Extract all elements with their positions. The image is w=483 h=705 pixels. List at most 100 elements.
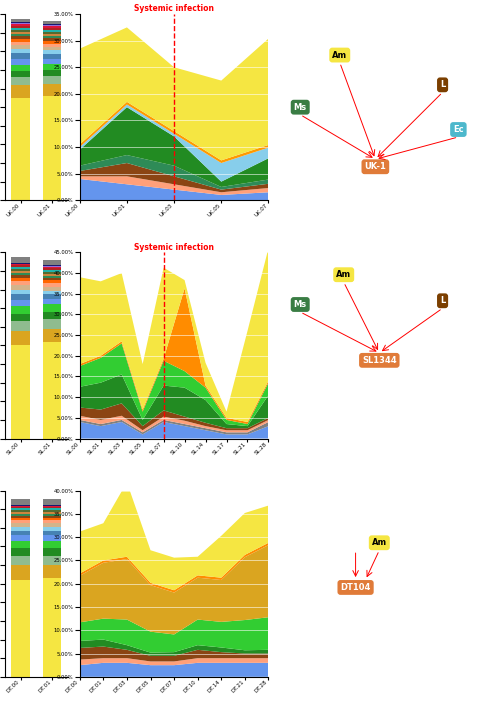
Text: Am: Am [336, 270, 351, 279]
Bar [11, 300, 30, 307]
Bar [11, 290, 30, 294]
Bar [43, 28, 61, 30]
Bar [43, 499, 61, 505]
Text: Ms: Ms [294, 103, 307, 111]
Bar [11, 49, 30, 53]
Bar [43, 268, 61, 270]
Bar [43, 329, 61, 342]
Bar [11, 505, 30, 506]
Bar [43, 531, 61, 535]
Text: SL1344: SL1344 [362, 356, 397, 365]
Text: Am: Am [372, 539, 387, 547]
Bar [11, 314, 30, 321]
Bar [43, 506, 61, 508]
Bar [11, 548, 30, 556]
Bar [43, 299, 61, 305]
Bar [11, 512, 30, 514]
Bar [43, 96, 61, 200]
Bar [11, 517, 30, 520]
Bar [11, 85, 30, 98]
Bar [43, 270, 61, 272]
Bar [11, 285, 30, 290]
Bar [43, 50, 61, 54]
Bar [11, 331, 30, 345]
Text: DT104: DT104 [341, 583, 371, 592]
Bar [43, 283, 61, 287]
Bar [11, 28, 30, 30]
Bar [43, 70, 61, 76]
Bar [43, 32, 61, 34]
Bar [43, 272, 61, 274]
Bar [43, 44, 61, 47]
Bar [11, 565, 30, 580]
Bar [11, 535, 30, 541]
Bar [11, 580, 30, 677]
Bar [11, 71, 30, 78]
Bar [43, 54, 61, 59]
Bar [11, 281, 30, 285]
Bar [43, 64, 61, 70]
Bar [43, 517, 61, 520]
Bar [11, 264, 30, 265]
Bar [11, 531, 30, 535]
Bar [11, 345, 30, 439]
Bar [43, 287, 61, 290]
Bar [43, 76, 61, 84]
Bar [43, 274, 61, 276]
Bar [43, 514, 61, 516]
Bar [11, 53, 30, 59]
Bar [11, 278, 30, 281]
Bar [11, 39, 30, 42]
Bar [11, 25, 30, 26]
Bar [43, 508, 61, 510]
Bar [11, 23, 30, 25]
Bar [43, 47, 61, 50]
Bar [43, 278, 61, 281]
Bar [11, 273, 30, 275]
Bar [43, 516, 61, 517]
Bar [43, 20, 61, 25]
Bar [43, 30, 61, 32]
Bar [11, 307, 30, 314]
Bar [43, 565, 61, 578]
Bar [43, 510, 61, 512]
Text: L: L [440, 80, 445, 90]
Bar [43, 319, 61, 329]
Bar [43, 342, 61, 439]
Text: Am: Am [332, 51, 347, 59]
Bar [11, 262, 30, 264]
Bar [11, 275, 30, 278]
Bar [43, 535, 61, 541]
Bar [11, 37, 30, 39]
Bar [11, 42, 30, 45]
Bar [43, 267, 61, 268]
Bar [11, 294, 30, 300]
Bar [43, 290, 61, 294]
Bar [11, 520, 30, 523]
Bar [11, 26, 30, 28]
Bar [43, 41, 61, 44]
Bar [43, 25, 61, 26]
Bar [11, 499, 30, 505]
Bar [43, 512, 61, 514]
Bar [11, 45, 30, 49]
Bar [43, 260, 61, 265]
Bar [43, 38, 61, 41]
Bar [11, 66, 30, 71]
Bar [43, 556, 61, 565]
Bar [11, 269, 30, 271]
Bar [43, 35, 61, 38]
Bar [11, 32, 30, 34]
Bar [43, 84, 61, 96]
Bar [43, 548, 61, 556]
Text: Ec: Ec [453, 125, 464, 134]
Bar [43, 26, 61, 28]
Bar [11, 516, 30, 517]
Bar [43, 294, 61, 299]
Bar [43, 578, 61, 677]
Bar [11, 19, 30, 23]
Bar [43, 541, 61, 548]
Bar [11, 556, 30, 565]
Bar [43, 276, 61, 278]
Bar [11, 59, 30, 66]
